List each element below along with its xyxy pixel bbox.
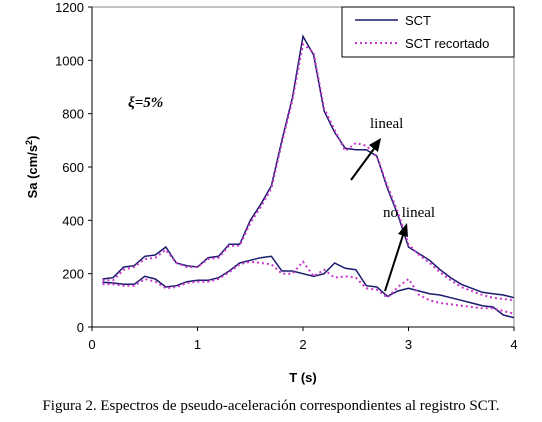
y-tick-label: 800: [62, 107, 84, 122]
y-tick-label: 400: [62, 213, 84, 228]
y-axis-title: Sa (cm/s2): [24, 136, 40, 199]
series-group: [102, 34, 515, 319]
figure-caption: Figura 2. Espectros de pseudo-aceleració…: [42, 398, 500, 414]
legend: SCT SCT recortado: [341, 6, 515, 58]
x-tick-label: 3: [405, 337, 412, 352]
x-tick-label: 4: [510, 337, 517, 352]
y-tick-label: 200: [62, 267, 84, 282]
x-tick-group: 0 1 2 3 4: [88, 327, 518, 352]
series-line-no-lineal-sct: [102, 255, 515, 319]
y-tick-label: 1200: [55, 0, 84, 15]
y-tick-label: 1000: [55, 53, 84, 68]
damping-label: ξ=5%: [128, 95, 163, 111]
y-tick-group: 0 200 400 600 800 1000 1200: [55, 0, 92, 335]
y-axis-title-close: ): [25, 136, 40, 140]
x-tick-label: 1: [194, 337, 201, 352]
lineal-arrow-shaft: [350, 145, 377, 181]
no-lineal-arrow-shaft: [384, 231, 405, 292]
no-lineal-label: no lineal: [383, 205, 435, 221]
spectra-chart: 0 200 400 600 800 1000 1200 0 1 2 3 4 T (s) Sa (cm…: [24, 0, 518, 385]
lineal-arrow: [350, 138, 381, 181]
lineal-label: lineal: [370, 116, 403, 132]
x-tick-label: 2: [299, 337, 306, 352]
legend-label-sct-recortado: SCT recortado: [405, 36, 489, 51]
y-tick-label: 0: [77, 320, 84, 335]
x-tick-label: 0: [88, 337, 95, 352]
lineal-arrow-head: [369, 138, 381, 152]
no-lineal-arrow-head: [398, 223, 408, 237]
series-line-lineal-sct-recortado: [102, 42, 515, 302]
y-axis-title-sup: 2: [24, 140, 34, 145]
y-tick-label: 600: [62, 160, 84, 175]
series-line-lineal-sct: [102, 34, 515, 299]
no-lineal-arrow: [384, 223, 408, 292]
legend-label-sct: SCT: [405, 13, 431, 28]
x-axis-title: T (s): [289, 370, 316, 385]
y-axis-title-main: Sa (cm/s: [25, 145, 40, 198]
series-line-no-lineal-sct-recortado: [102, 260, 515, 315]
legend-box: [341, 6, 515, 58]
